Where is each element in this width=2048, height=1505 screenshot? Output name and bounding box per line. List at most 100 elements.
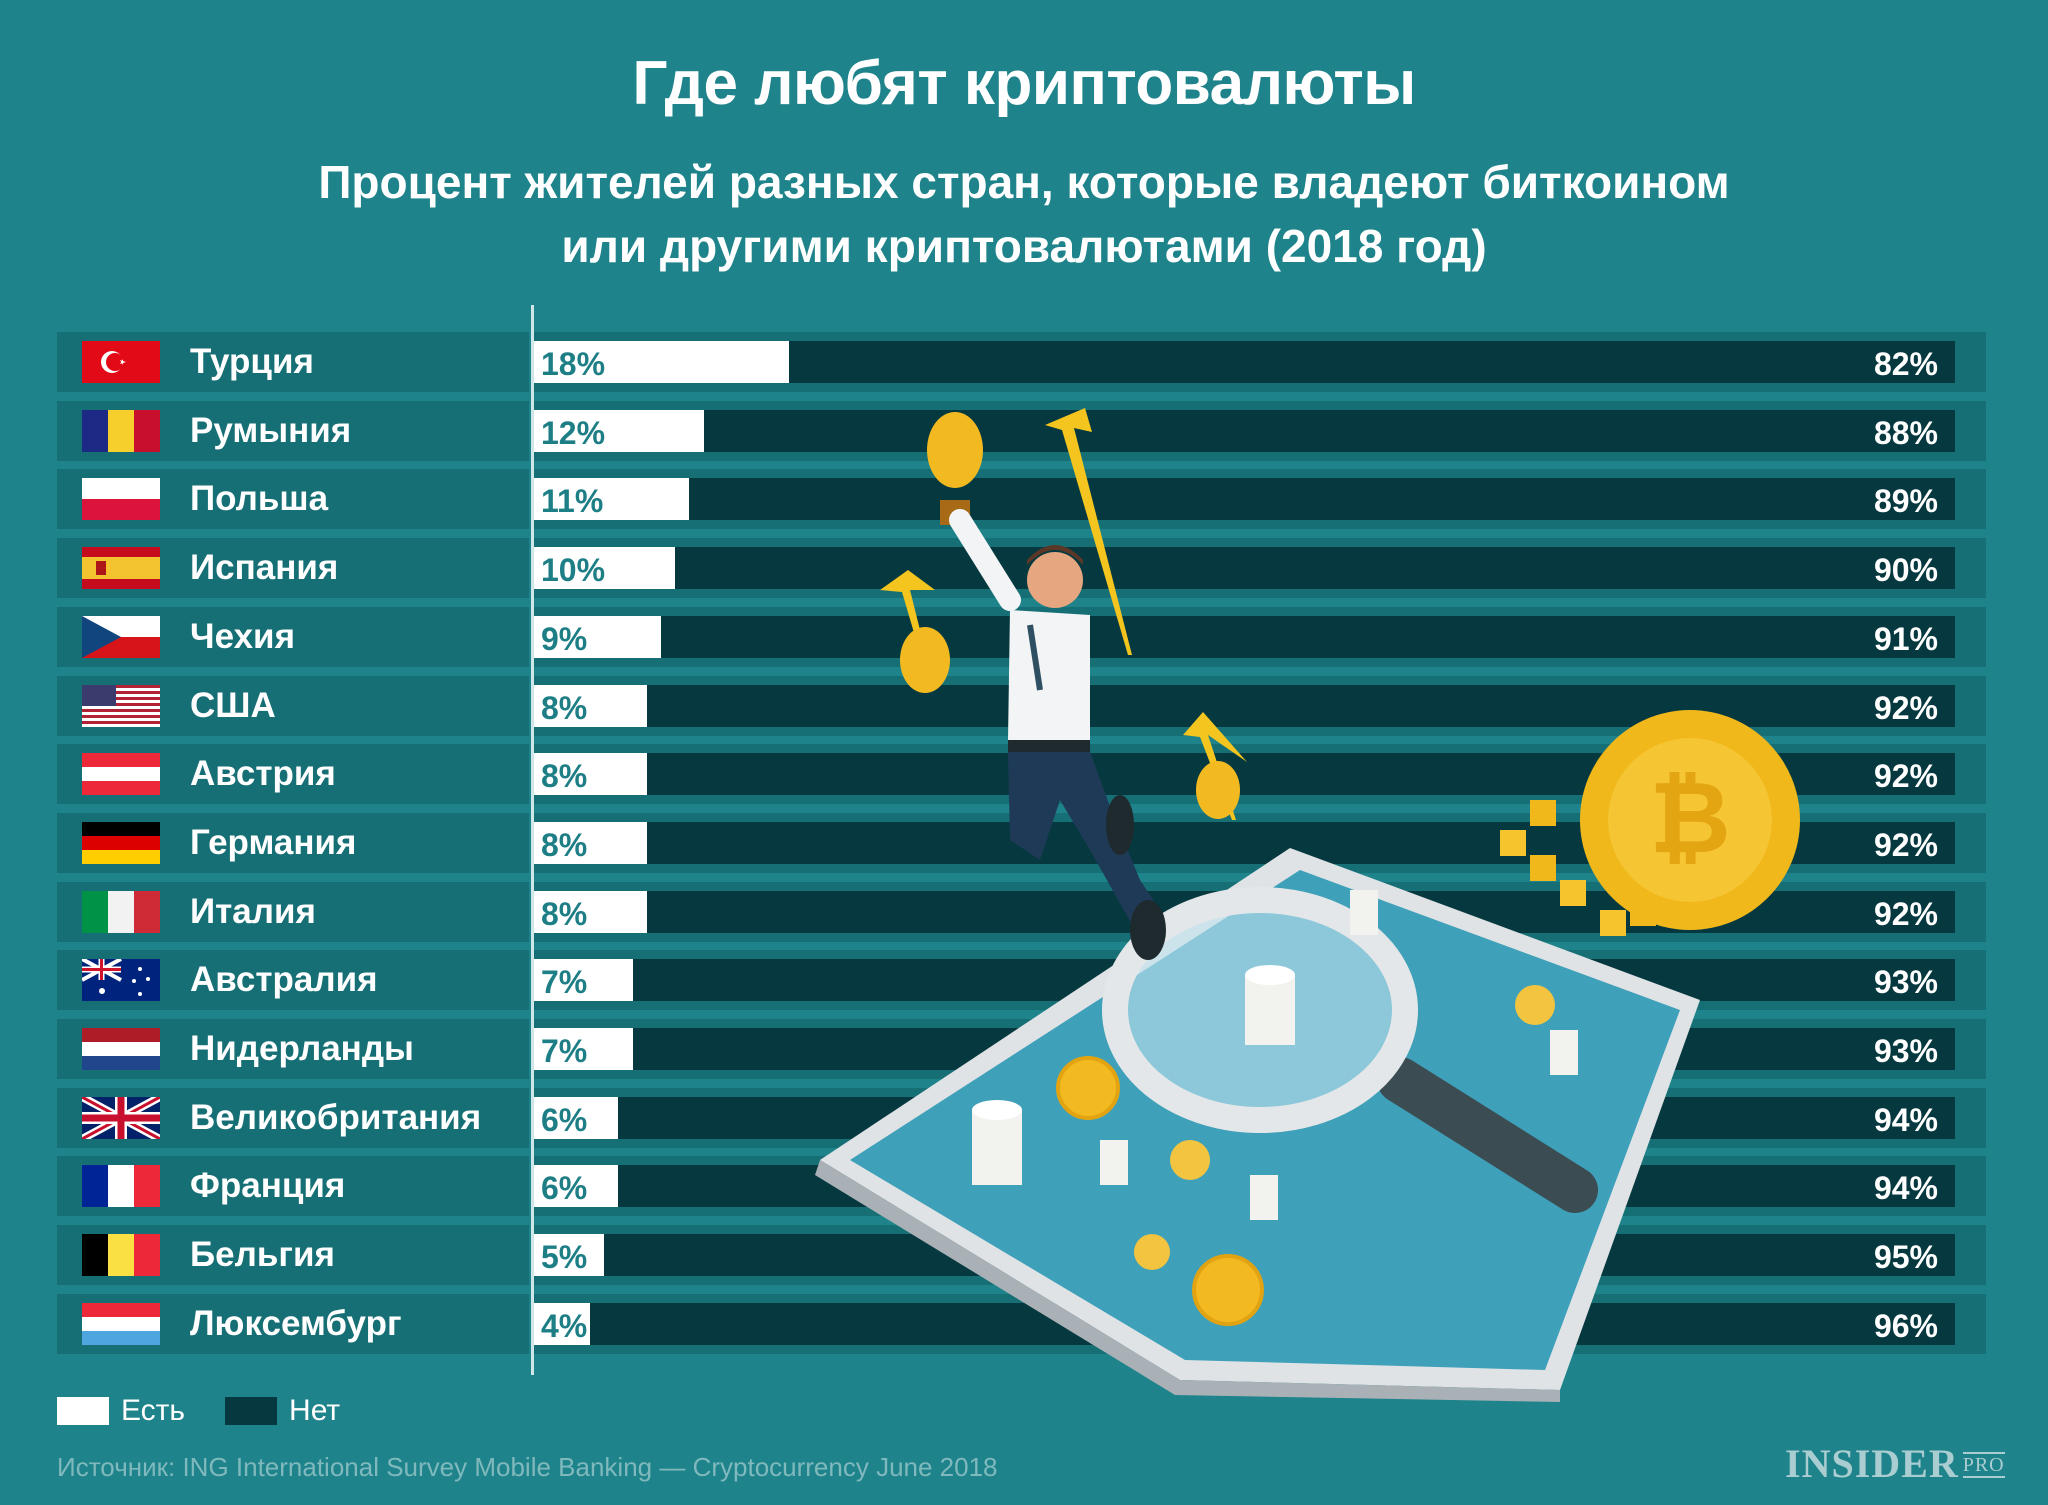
france-flag-icon (82, 1165, 160, 1208)
chart-row: Австралия 7% 93% (57, 950, 1986, 1011)
country-label: Румыния (190, 410, 352, 450)
legend-swatch-yes (57, 1397, 109, 1425)
bar-no (589, 1302, 1955, 1345)
value-label-yes: 4% (541, 1307, 588, 1344)
bar-no (689, 478, 1955, 521)
value-label-yes: 18% (541, 346, 606, 382)
chart-row: Испания 10% 90% (57, 538, 1986, 599)
germany-flag-icon (82, 821, 160, 864)
bar-yes (533, 341, 789, 383)
chart-row: Австрия 8% 92% (57, 744, 1986, 805)
bar-no (604, 1234, 1955, 1277)
value-label-yes: 8% (541, 689, 588, 726)
bar-yes (533, 409, 704, 452)
country-label: Польша (190, 479, 329, 519)
chart-row: Польша 11% 89% (57, 469, 1986, 530)
country-label: Чехия (190, 616, 295, 656)
chart-row: Италия 8% 92% (57, 881, 1986, 942)
bar-yes (533, 1028, 633, 1070)
axis-line (531, 305, 534, 1375)
value-label-yes: 7% (541, 1033, 588, 1069)
subtitle-line-2: или другими криптовалютами (2018 год) (561, 220, 1487, 272)
country-label: Испания (190, 548, 339, 588)
country-label: Франция (190, 1166, 346, 1206)
netherlands-flag-icon (82, 1028, 160, 1070)
country-label: Нидерланды (190, 1029, 414, 1068)
uk-flag-icon (82, 1096, 160, 1139)
bar-no (646, 753, 1955, 796)
value-label-yes: 10% (541, 552, 606, 589)
belgium-flag-icon (82, 1234, 160, 1277)
country-label: Германия (190, 822, 357, 862)
insider-pro-logo: INSIDER PRO (1785, 1440, 2005, 1487)
chart-row: Германия 8% 92% (57, 812, 1986, 873)
value-label-yes: 6% (541, 1101, 588, 1138)
poland-flag-icon (82, 478, 160, 521)
bar-yes (533, 753, 647, 796)
value-label-no: 92% (1873, 758, 1938, 795)
country-label: США (190, 685, 276, 725)
value-label-no: 82% (1873, 346, 1938, 382)
chart-title: Где любят криптовалюты (632, 49, 1416, 118)
value-label-no: 90% (1873, 552, 1938, 589)
value-label-no: 93% (1873, 1033, 1938, 1069)
bar-yes (533, 959, 633, 1002)
chart-row: Франция 6% 94% (57, 1156, 1986, 1217)
bar-yes (533, 1234, 605, 1277)
bar-yes (533, 615, 661, 658)
chart-row: Чехия 9% 91% (57, 606, 1986, 667)
value-label-no: 93% (1873, 964, 1938, 1001)
value-label-yes: 8% (541, 826, 588, 863)
australia-flag-icon (82, 959, 160, 1002)
country-label: Италия (190, 891, 316, 931)
value-label-yes: 12% (541, 414, 606, 451)
country-label: Австрия (190, 754, 336, 794)
legend-item-no: Нет (225, 1394, 340, 1428)
subtitle-line-1: Процент жителей разных стран, которые вл… (318, 156, 1730, 208)
legend: Есть Нет (57, 1394, 380, 1428)
bar-no (788, 341, 1955, 383)
value-label-no: 91% (1873, 620, 1938, 657)
bar-yes (533, 1165, 619, 1208)
bar-no (660, 615, 1955, 658)
bar-yes (533, 890, 647, 933)
logo-main: INSIDER (1785, 1441, 1959, 1486)
value-label-yes: 5% (541, 1239, 588, 1276)
bar-no (646, 821, 1955, 864)
bar-yes (533, 821, 647, 864)
romania-flag-icon (82, 409, 160, 452)
country-label: Бельгия (190, 1235, 335, 1275)
value-label-yes: 9% (541, 620, 588, 657)
legend-swatch-no (225, 1397, 278, 1425)
value-label-yes: 11% (541, 483, 604, 520)
bar-no (618, 1165, 1955, 1208)
legend-label-no: Нет (289, 1394, 341, 1427)
value-label-no: 89% (1873, 483, 1938, 520)
value-label-yes: 6% (541, 1170, 588, 1207)
country-label: Австралия (190, 960, 378, 1000)
chart-row: Бельгия 5% 95% (57, 1225, 1986, 1286)
chart-row: США 8% 92% (57, 675, 1986, 736)
value-label-yes: 8% (541, 758, 588, 795)
bar-yes (533, 478, 690, 521)
czech-flag-icon (82, 615, 160, 658)
value-label-no: 92% (1873, 895, 1938, 932)
bar-yes (533, 547, 676, 590)
bar-yes (533, 1302, 590, 1345)
luxembourg-flag-icon (82, 1302, 160, 1345)
value-label-no: 88% (1873, 414, 1938, 451)
country-label: Великобритания (190, 1097, 482, 1137)
value-label-no: 92% (1873, 826, 1938, 863)
legend-item-yes: Есть (57, 1394, 185, 1428)
bar-no (646, 684, 1955, 727)
bar-no (675, 547, 1955, 590)
bar-yes (533, 684, 647, 727)
bar-no (632, 1028, 1955, 1070)
logo-suffix: PRO (1962, 1452, 2005, 1478)
value-label-no: 96% (1873, 1307, 1938, 1344)
usa-flag-icon (82, 684, 160, 727)
value-label-yes: 8% (541, 895, 588, 932)
chart-row: Великобритания 6% 94% (57, 1087, 1986, 1148)
bar-no (632, 959, 1955, 1002)
chart-row: Румыния 12% 88% (57, 400, 1986, 461)
